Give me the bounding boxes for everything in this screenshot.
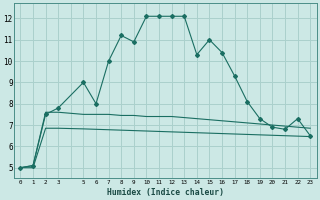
X-axis label: Humidex (Indice chaleur): Humidex (Indice chaleur)	[107, 188, 224, 197]
